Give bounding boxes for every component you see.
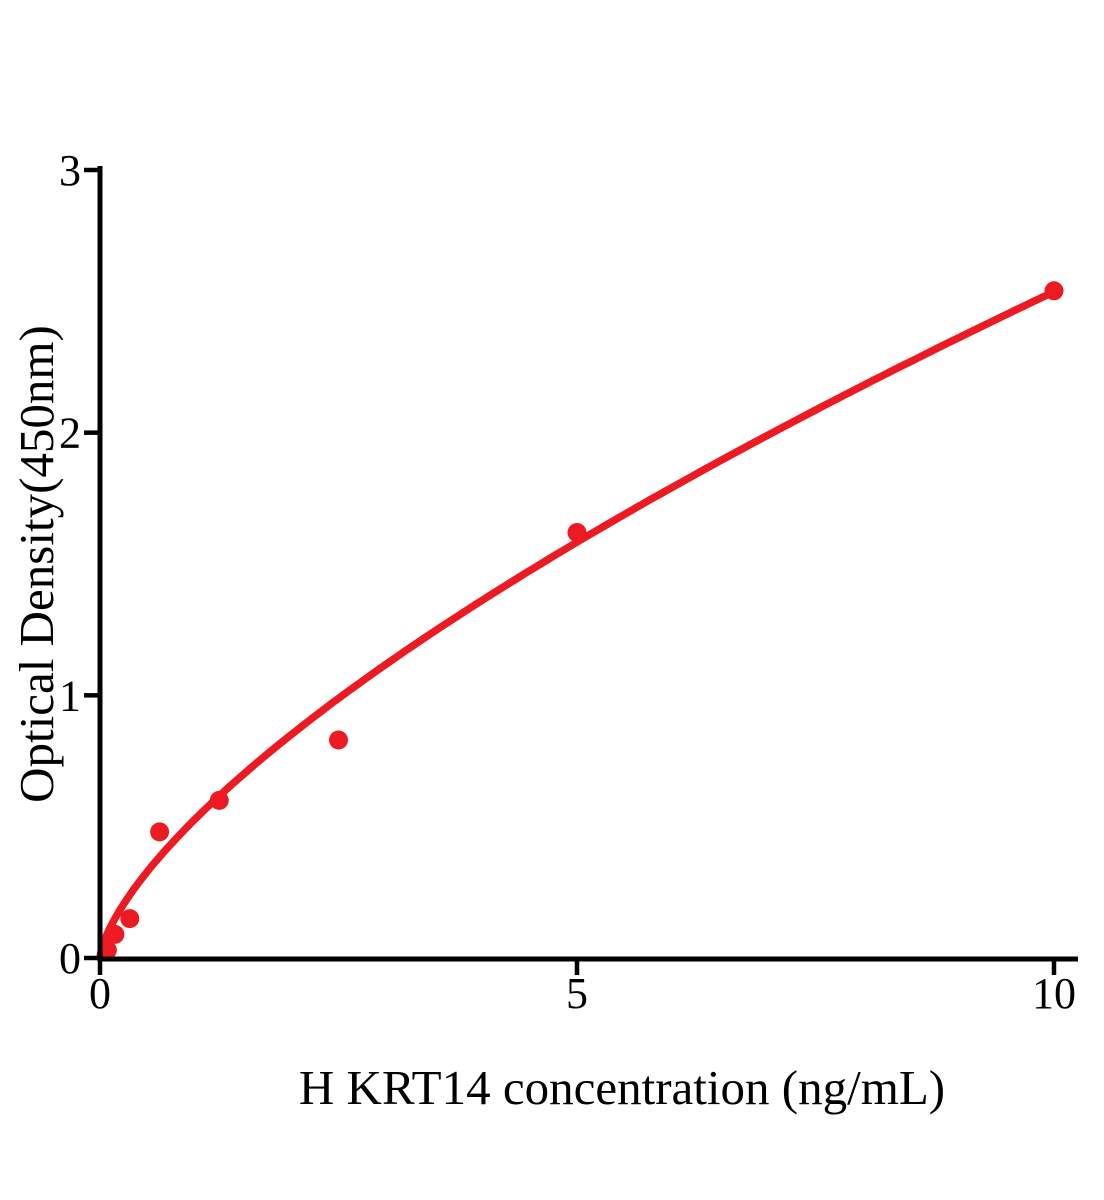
axes [97, 166, 1078, 962]
data-points [97, 281, 1064, 960]
y-tick-labels: 0 1 2 3 [59, 146, 81, 983]
y-tick-label: 3 [59, 146, 81, 195]
y-tick-marks [84, 167, 100, 961]
data-point [105, 924, 125, 944]
data-point [150, 822, 170, 842]
data-point [97, 940, 117, 960]
data-point [120, 909, 140, 929]
x-tick-label: 10 [1032, 969, 1076, 1018]
data-point [329, 730, 348, 750]
x-axis-title: H KRT14 concentration (ng/mL) [299, 1060, 945, 1115]
x-tick-marks [97, 959, 1057, 975]
y-tick-label: 1 [59, 671, 81, 720]
x-tick-label: 0 [89, 969, 111, 1018]
x-tick-labels: 0 5 10 [89, 969, 1076, 1018]
x-tick-label: 5 [566, 969, 588, 1018]
y-tick-label: 2 [59, 409, 81, 458]
y-axis-title: Optical Density(450nm) [9, 325, 64, 803]
y-tick-label: 0 [59, 934, 81, 983]
data-point [567, 523, 587, 542]
fit-curve [96, 287, 1058, 962]
data-point [1044, 281, 1064, 301]
data-point [209, 790, 229, 810]
fit-curve-path [96, 287, 1058, 962]
